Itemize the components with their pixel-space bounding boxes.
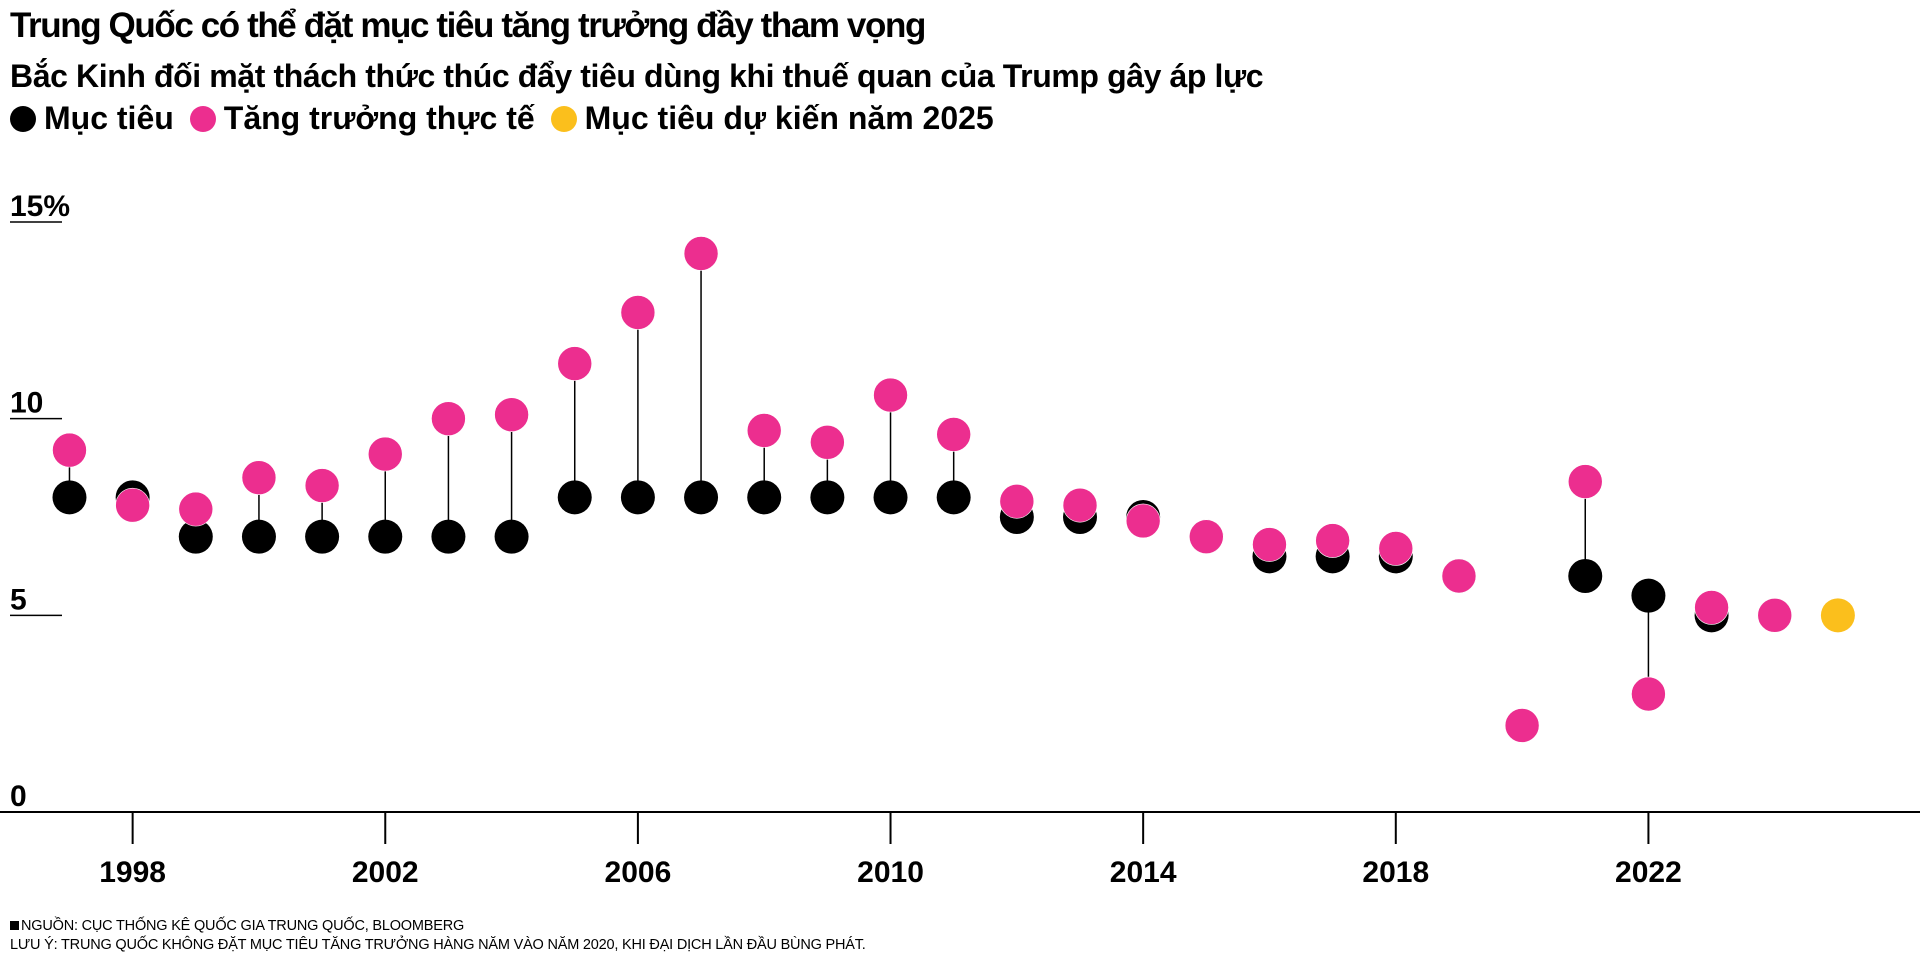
actual-point [494, 397, 529, 433]
actual-point [304, 468, 340, 503]
legend-actual-label: Tăng trưởng thực tế [223, 100, 535, 136]
target-point [52, 480, 87, 515]
actual-point [1441, 558, 1477, 594]
legend-projected-swatch-icon [550, 105, 577, 132]
y-tick-label: 0 [10, 780, 27, 813]
x-tick-label: 2006 [605, 856, 672, 889]
actual-point [1694, 590, 1729, 625]
actual-point [1567, 464, 1603, 499]
actual-point [1504, 708, 1540, 743]
projected-point [1820, 598, 1855, 633]
x-tick-label: 2002 [352, 856, 419, 889]
actual-point [431, 401, 466, 436]
target-point [368, 519, 403, 554]
actual-point [683, 236, 719, 271]
x-tick-label: 2022 [1615, 856, 1682, 889]
chart-points [52, 236, 1855, 743]
target-point [494, 519, 529, 554]
x-tick-label: 2018 [1362, 856, 1429, 889]
target-point [620, 480, 655, 515]
actual-point [1062, 487, 1098, 523]
legend-item-actual: Tăng trưởng thực tế [189, 100, 535, 137]
actual-point [936, 417, 971, 452]
actual-point [241, 460, 277, 495]
actual-point [557, 346, 593, 381]
actual-point [52, 432, 87, 468]
y-tick-label: 15% [10, 190, 70, 223]
target-point [305, 519, 340, 554]
legend-projected-label: Mục tiêu dự kiến năm 2025 [584, 100, 994, 136]
legend-target-swatch-icon [10, 105, 36, 132]
target-point [241, 519, 276, 554]
legend-target-label: Mục tiêu [44, 100, 174, 136]
target-point [747, 480, 782, 515]
actual-point [620, 295, 656, 330]
footer-note: LƯU Ý: TRUNG QUỐC KHÔNG ĐẶT MỤC TIÊU TĂN… [10, 937, 866, 953]
actual-point [1252, 527, 1287, 562]
target-point [810, 480, 845, 515]
actual-point [746, 413, 782, 448]
target-point [178, 519, 213, 554]
actual-point [367, 436, 403, 472]
x-tick-label: 2014 [1110, 856, 1177, 889]
actual-point [1757, 598, 1793, 633]
legend-item-target: Mục tiêu [10, 100, 174, 137]
actual-point [1189, 519, 1224, 554]
target-point [873, 480, 908, 515]
actual-point [115, 487, 150, 523]
actual-point [178, 491, 214, 527]
target-point [431, 519, 466, 554]
actual-point [999, 483, 1035, 519]
actual-point [1315, 523, 1350, 558]
x-tick-label: 1998 [99, 856, 166, 889]
y-tick-label: 10 [10, 387, 43, 420]
target-point [936, 480, 971, 515]
actual-point [873, 377, 908, 413]
chart-axes: 0 5 10 15% 1998 2002 2006 2010 2014 2018 2022 [0, 190, 1920, 889]
target-point [684, 480, 719, 515]
legend-actual-swatch-icon [189, 105, 216, 132]
chart-subtitle: Bắc Kinh đối mặt thách thức thúc đẩy tiê… [10, 58, 1264, 94]
actual-point [810, 424, 845, 460]
y-tick-label: 5 [10, 583, 27, 616]
legend-item-projected: Mục tiêu dự kiến năm 2025 [550, 100, 994, 137]
chart-title: Trung Quốc có thể đặt mục tiêu tăng trưở… [10, 6, 926, 45]
footer-source: NGUỒN: CỤC THỐNG KÊ QUỐC GIA TRUNG QUỐC,… [10, 918, 464, 934]
square-bullet-icon [10, 921, 19, 930]
footer-source-text: NGUỒN: CỤC THỐNG KÊ QUỐC GIA TRUNG QUỐC,… [21, 918, 465, 934]
actual-point [1631, 676, 1666, 712]
legend: Mục tiêu Tăng trưởng thực tế Mục tiêu dự… [10, 100, 1010, 137]
target-point [1568, 559, 1603, 593]
target-point [1631, 578, 1666, 613]
actual-point [1378, 531, 1414, 566]
target-point [557, 480, 592, 515]
actual-point [1125, 503, 1161, 539]
x-tick-label: 2010 [857, 856, 924, 889]
